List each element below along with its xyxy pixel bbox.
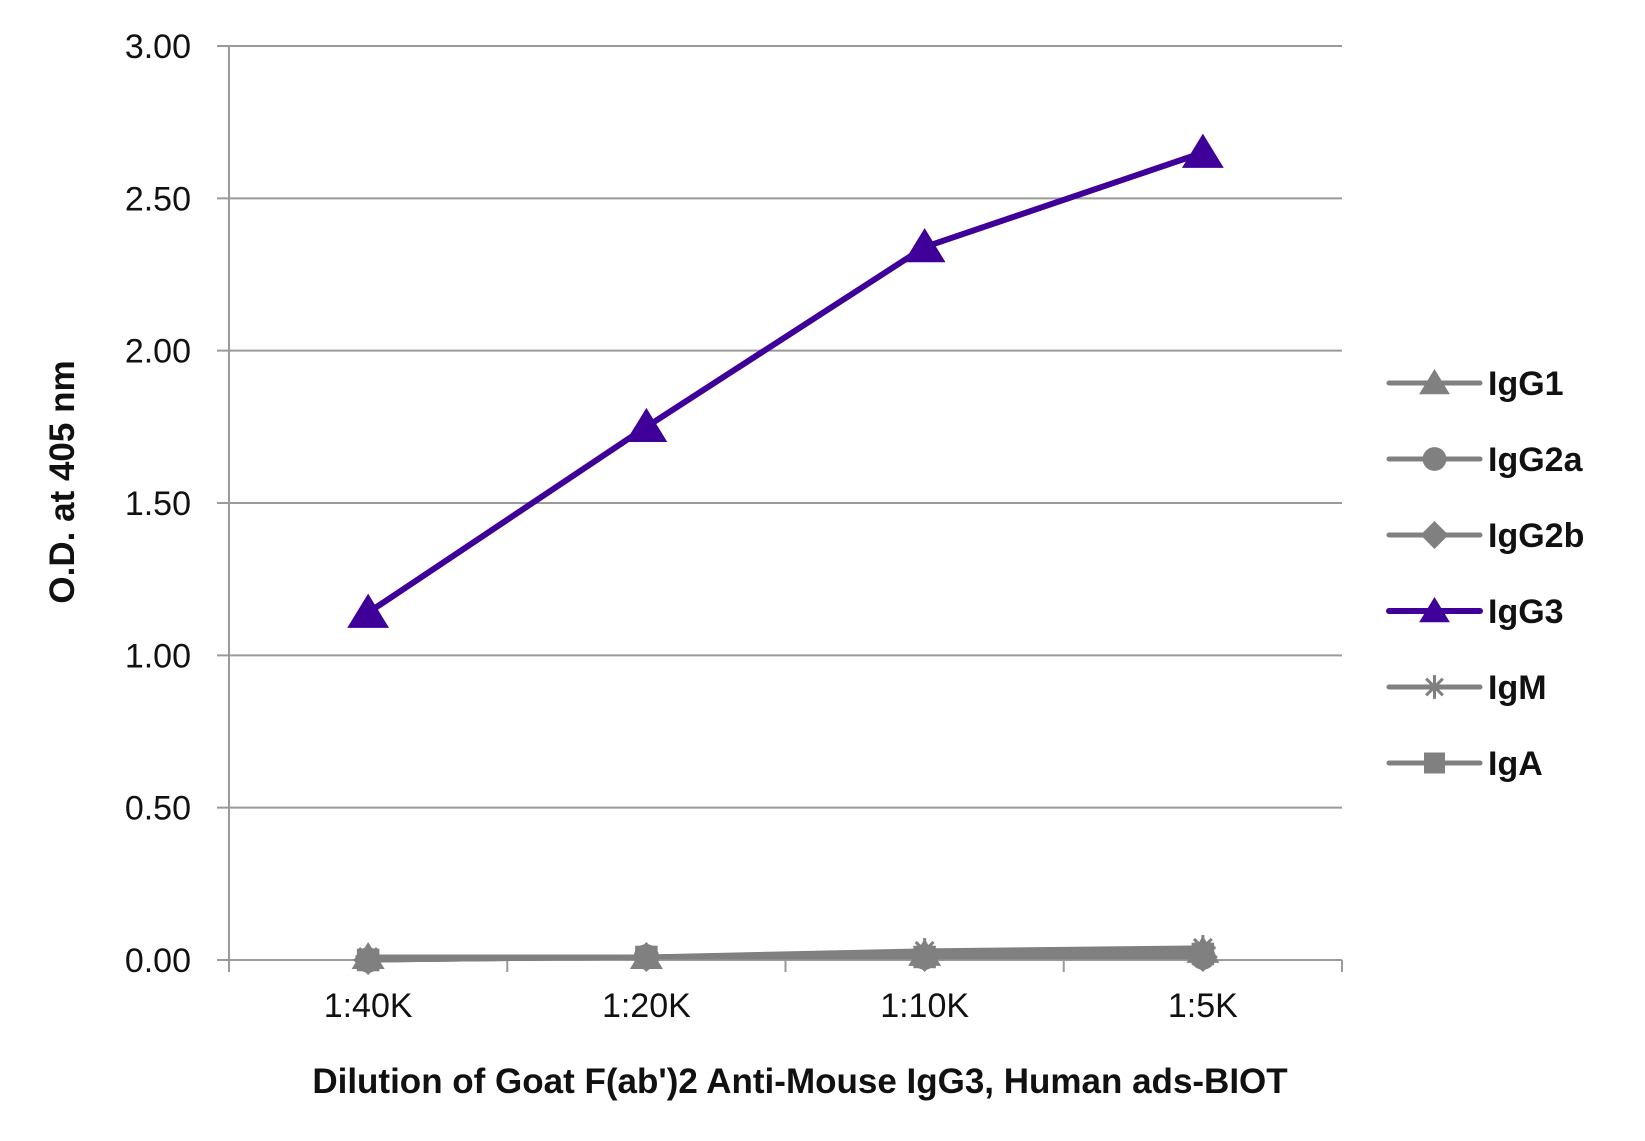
series-lines — [347, 133, 1224, 975]
data-point — [635, 945, 658, 969]
y-tick-label: 1.00 — [125, 637, 191, 675]
legend-label: IgG3 — [1488, 593, 1564, 631]
x-axis-title: Dilution of Goat F(ab')2 Anti-Mouse IgG3… — [312, 1062, 1287, 1101]
data-point-stroke — [1425, 677, 1444, 697]
legend-item-iga: IgA — [1386, 745, 1543, 783]
axes — [228, 46, 1343, 972]
legend: IgG1 IgG2a IgG2b IgG3 IgM IgA — [1386, 365, 1584, 783]
y-tick-label: 2.50 — [125, 180, 191, 218]
data-point — [347, 593, 390, 628]
legend-item-igg3: IgG3 — [1386, 593, 1564, 631]
y-axis-title: O.D. at 405 nm — [43, 360, 82, 603]
series-line — [365, 951, 1206, 963]
data-point — [1419, 597, 1450, 623]
y-tick-label: 3.00 — [125, 28, 191, 66]
data-point — [356, 948, 380, 972]
data-point — [1419, 369, 1450, 395]
legend-item-igg1: IgG1 — [1386, 365, 1564, 403]
legend-item-igm: IgM — [1386, 669, 1547, 707]
legend-item-igg2a: IgG2a — [1386, 441, 1584, 479]
data-point — [1420, 521, 1449, 549]
legend-label: IgG2a — [1488, 441, 1584, 479]
x-tick-label: 1:20K — [602, 987, 691, 1025]
data-point — [1424, 752, 1445, 774]
tick-labels: 0.00 0.50 1.00 1.50 2.00 2.50 3.00 1:40K 1:20K 1:… — [125, 28, 1238, 1025]
data-point — [1191, 942, 1215, 966]
legend-label: IgM — [1488, 669, 1547, 707]
legend-label: IgA — [1488, 745, 1543, 783]
data-point — [1422, 447, 1447, 471]
legend-label: IgG2b — [1488, 517, 1584, 555]
y-tick-label: 0.00 — [125, 942, 191, 980]
series-iga — [356, 942, 1215, 972]
series-line — [365, 149, 1206, 616]
data-point — [1181, 133, 1224, 168]
data-point — [625, 407, 668, 443]
y-tick-label: 1.50 — [125, 485, 191, 523]
legend-label: IgG1 — [1488, 365, 1564, 403]
data-point — [903, 228, 946, 263]
x-tick-label: 1:5K — [1168, 987, 1238, 1025]
x-tick-label: 1:40K — [324, 987, 413, 1025]
y-tick-label: 2.00 — [125, 333, 191, 371]
data-point — [913, 945, 936, 969]
x-tick-label: 1:10K — [880, 987, 969, 1025]
gridlines — [217, 45, 1342, 961]
series-igg3 — [347, 133, 1224, 628]
y-tick-label: 0.50 — [125, 790, 191, 828]
data-point — [1422, 675, 1447, 699]
legend-item-igg2b: IgG2b — [1386, 517, 1584, 555]
